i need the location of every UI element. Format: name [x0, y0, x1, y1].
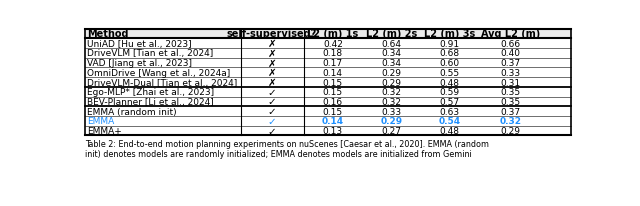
Text: 0.33: 0.33: [500, 68, 520, 77]
Text: 0.27: 0.27: [381, 126, 401, 135]
Text: ✗: ✗: [268, 39, 276, 49]
Bar: [85, 29, 571, 136]
Text: ✓: ✓: [268, 116, 276, 126]
Text: UniAD [Hu et al., 2023]: UniAD [Hu et al., 2023]: [88, 40, 192, 48]
Text: 0.29: 0.29: [500, 126, 520, 135]
Text: 0.35: 0.35: [500, 88, 520, 97]
Text: 0.54: 0.54: [438, 117, 461, 126]
Text: DriveVLM-Dual [Tian et al., 2024]: DriveVLM-Dual [Tian et al., 2024]: [88, 78, 237, 87]
Text: 0.13: 0.13: [323, 126, 343, 135]
Text: 0.15: 0.15: [323, 107, 343, 116]
Text: 0.37: 0.37: [500, 59, 520, 68]
Text: 0.29: 0.29: [380, 117, 403, 126]
Text: 0.66: 0.66: [500, 40, 520, 48]
Text: 0.17: 0.17: [323, 59, 343, 68]
Text: DriveVLM [Tian et al., 2024]: DriveVLM [Tian et al., 2024]: [88, 49, 214, 58]
Text: 0.31: 0.31: [500, 78, 520, 87]
Text: 0.91: 0.91: [440, 40, 460, 48]
Text: ✓: ✓: [268, 87, 276, 97]
Text: 0.64: 0.64: [381, 40, 401, 48]
Text: self-supervised?: self-supervised?: [227, 29, 317, 39]
Text: 0.34: 0.34: [381, 49, 401, 58]
Text: 0.48: 0.48: [440, 126, 460, 135]
Text: 0.32: 0.32: [381, 97, 401, 107]
Text: 0.32: 0.32: [499, 117, 521, 126]
Text: OmniDrive [Wang et al., 2024a]: OmniDrive [Wang et al., 2024a]: [88, 68, 230, 77]
Text: ✓: ✓: [268, 126, 276, 136]
Text: ✗: ✗: [268, 68, 276, 78]
Text: Ego-MLP* [Zhai et al., 2023]: Ego-MLP* [Zhai et al., 2023]: [88, 88, 214, 97]
Text: ✗: ✗: [268, 49, 276, 59]
Text: 0.15: 0.15: [323, 88, 343, 97]
Text: ✗: ✗: [268, 58, 276, 68]
Text: 0.48: 0.48: [440, 78, 460, 87]
Bar: [85, 29, 571, 39]
Text: 0.68: 0.68: [440, 49, 460, 58]
Text: BEV-Planner [Li et al., 2024]: BEV-Planner [Li et al., 2024]: [88, 97, 214, 107]
Text: 0.42: 0.42: [323, 40, 343, 48]
Text: 0.34: 0.34: [381, 59, 401, 68]
Text: 0.55: 0.55: [440, 68, 460, 77]
Text: 0.59: 0.59: [440, 88, 460, 97]
Text: 0.16: 0.16: [323, 97, 343, 107]
Text: 0.15: 0.15: [323, 78, 343, 87]
Text: 0.18: 0.18: [323, 49, 343, 58]
Text: VAD [Jiang et al., 2023]: VAD [Jiang et al., 2023]: [88, 59, 193, 68]
Text: Table 2: End-to-end motion planning experiments on nuScenes [Caesar et al., 2020: Table 2: End-to-end motion planning expe…: [85, 139, 489, 158]
Text: 0.35: 0.35: [500, 97, 520, 107]
Text: 0.14: 0.14: [323, 68, 343, 77]
Text: EMMA: EMMA: [88, 117, 115, 126]
Text: ✓: ✓: [268, 97, 276, 107]
Text: L2 (m) 1s: L2 (m) 1s: [307, 29, 358, 39]
Text: 0.32: 0.32: [381, 88, 401, 97]
Text: 0.33: 0.33: [381, 107, 401, 116]
Text: 0.29: 0.29: [381, 78, 401, 87]
Text: 0.29: 0.29: [381, 68, 401, 77]
Text: 0.57: 0.57: [440, 97, 460, 107]
Text: EMMA+: EMMA+: [88, 126, 122, 135]
Text: 0.63: 0.63: [440, 107, 460, 116]
Text: Avg L2 (m): Avg L2 (m): [481, 29, 540, 39]
Text: 0.60: 0.60: [440, 59, 460, 68]
Text: Method: Method: [88, 29, 129, 39]
Text: 0.37: 0.37: [500, 107, 520, 116]
Text: ✓: ✓: [268, 107, 276, 117]
Text: EMMA (random init): EMMA (random init): [88, 107, 177, 116]
Text: 0.40: 0.40: [500, 49, 520, 58]
Text: 0.14: 0.14: [322, 117, 344, 126]
Text: L2 (m) 2s: L2 (m) 2s: [365, 29, 417, 39]
Text: L2 (m) 3s: L2 (m) 3s: [424, 29, 475, 39]
Text: ✗: ✗: [268, 78, 276, 88]
